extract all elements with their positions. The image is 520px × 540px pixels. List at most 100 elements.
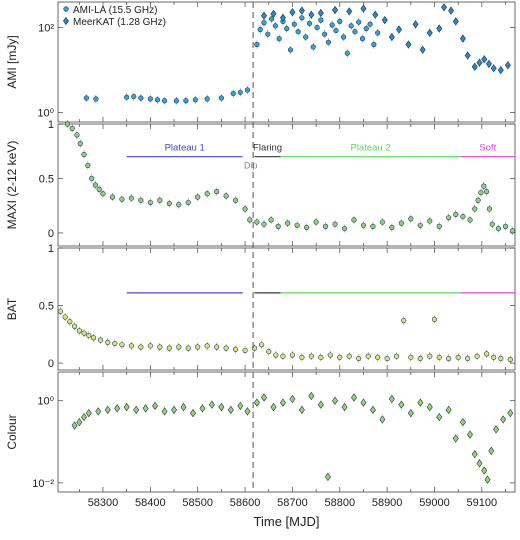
data-point — [314, 24, 320, 31]
data-point — [128, 343, 135, 349]
data-point — [486, 206, 493, 212]
data-point — [142, 404, 149, 413]
data-point — [448, 6, 455, 15]
data-point — [57, 308, 63, 314]
data-point — [71, 323, 78, 329]
data-point — [408, 354, 414, 360]
state-label: Soft — [479, 143, 496, 154]
data-point — [313, 219, 319, 225]
data-point — [417, 355, 423, 362]
data-point — [270, 9, 277, 19]
data-point — [214, 188, 220, 195]
data-point — [195, 344, 201, 350]
data-point — [86, 332, 92, 339]
data-point — [329, 22, 335, 28]
data-point — [308, 10, 315, 19]
data-point — [232, 346, 239, 352]
data-point — [237, 401, 244, 410]
data-point — [308, 353, 314, 359]
data-point — [427, 353, 433, 359]
data-point — [388, 32, 395, 42]
data-point — [476, 58, 483, 67]
data-point — [254, 41, 260, 48]
y-axis-label: MAXI (2-12 keV) — [5, 141, 19, 230]
state-label: Flaring — [253, 143, 282, 154]
data-point — [341, 402, 348, 412]
data-point — [483, 188, 490, 195]
data-point — [365, 353, 371, 359]
data-point — [317, 8, 324, 18]
y-tick-label: 0.5 — [39, 301, 54, 313]
data-point — [98, 337, 104, 343]
data-point — [208, 400, 215, 409]
data-point — [303, 34, 309, 40]
data-point — [453, 211, 459, 218]
data-point — [189, 408, 196, 418]
data-point — [306, 20, 313, 27]
data-point — [223, 193, 229, 199]
data-point — [363, 25, 369, 32]
data-point — [485, 59, 492, 68]
data-point — [464, 51, 471, 60]
data-point — [279, 398, 286, 407]
data-point — [81, 330, 87, 336]
data-point — [96, 186, 102, 192]
legend-marker — [63, 16, 69, 26]
data-point — [500, 415, 507, 424]
data-point — [71, 421, 78, 430]
data-point — [455, 354, 461, 360]
data-point — [138, 197, 144, 203]
data-point — [333, 27, 339, 34]
data-point — [112, 340, 118, 347]
data-point — [261, 11, 267, 20]
data-point — [460, 213, 466, 220]
data-point — [467, 217, 473, 223]
data-point — [76, 418, 83, 427]
data-point — [166, 345, 172, 351]
data-point — [445, 405, 452, 414]
data-point — [396, 25, 402, 34]
data-point — [481, 55, 488, 64]
data-point — [299, 15, 305, 21]
data-point — [291, 21, 297, 27]
data-point — [475, 197, 481, 203]
data-point — [483, 351, 490, 357]
data-point — [133, 405, 140, 414]
data-point — [67, 319, 73, 325]
data-point — [176, 344, 182, 350]
data-point — [346, 353, 352, 359]
data-point — [384, 355, 390, 362]
data-point — [218, 402, 225, 412]
data-point — [491, 354, 497, 360]
data-point — [138, 344, 144, 350]
data-point — [295, 29, 301, 35]
data-point — [230, 90, 236, 97]
y-tick-label: 10² — [38, 23, 54, 35]
x-axis-label: Time [MJD] — [254, 514, 320, 529]
data-point — [340, 34, 347, 40]
data-point — [507, 357, 513, 363]
data-point — [348, 23, 354, 29]
data-point — [484, 475, 491, 484]
data-point — [459, 418, 466, 427]
data-point — [375, 30, 381, 36]
x-tick-label: 58800 — [324, 497, 355, 509]
data-point — [138, 95, 144, 101]
data-point — [289, 8, 296, 17]
data-point — [440, 3, 447, 12]
x-tick-label: 58300 — [88, 497, 119, 509]
data-point — [261, 221, 267, 227]
data-point — [289, 394, 296, 404]
data-point — [379, 219, 385, 225]
panel-bat: 0 0.5 1 BAT — [5, 243, 516, 371]
data-point — [317, 400, 324, 409]
data-point — [294, 222, 300, 228]
data-point — [289, 352, 296, 358]
data-point — [244, 87, 251, 93]
data-point — [157, 197, 163, 203]
data-point — [261, 393, 267, 402]
data-point — [398, 220, 404, 226]
data-point — [69, 125, 75, 131]
data-point — [279, 13, 286, 22]
data-point — [128, 195, 135, 201]
